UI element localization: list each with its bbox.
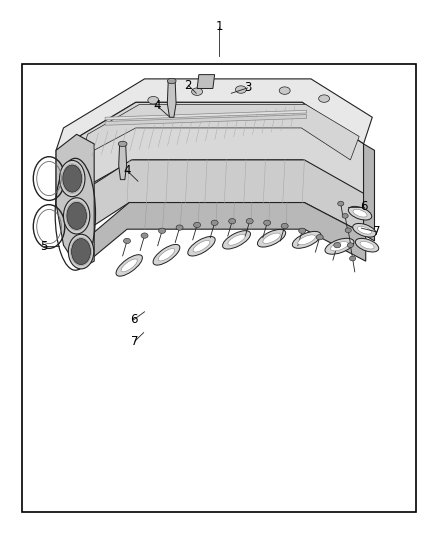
Polygon shape: [105, 115, 307, 125]
Polygon shape: [56, 134, 94, 269]
Ellipse shape: [63, 165, 82, 192]
Text: 4: 4: [153, 99, 161, 112]
Bar: [22, 64, 416, 512]
Ellipse shape: [211, 220, 218, 225]
Text: 2: 2: [184, 79, 192, 92]
Ellipse shape: [124, 238, 131, 244]
Ellipse shape: [223, 231, 251, 249]
Text: 6: 6: [360, 200, 367, 213]
Text: 4: 4: [123, 164, 131, 177]
Ellipse shape: [153, 245, 180, 265]
Polygon shape: [79, 203, 366, 269]
Ellipse shape: [350, 256, 356, 261]
Polygon shape: [56, 79, 372, 150]
Ellipse shape: [345, 228, 351, 233]
Ellipse shape: [325, 238, 354, 254]
Ellipse shape: [246, 219, 253, 224]
Polygon shape: [119, 145, 127, 180]
Ellipse shape: [64, 198, 90, 234]
Ellipse shape: [316, 235, 323, 240]
Polygon shape: [167, 82, 176, 117]
Ellipse shape: [148, 96, 159, 104]
Polygon shape: [105, 110, 307, 120]
Ellipse shape: [279, 87, 290, 94]
Ellipse shape: [360, 241, 374, 249]
Text: 5: 5: [40, 240, 47, 253]
Ellipse shape: [355, 238, 379, 252]
Text: 7: 7: [131, 335, 139, 348]
Ellipse shape: [193, 240, 210, 252]
Ellipse shape: [298, 235, 315, 245]
Ellipse shape: [264, 220, 271, 225]
Polygon shape: [81, 104, 359, 160]
Text: 3: 3: [244, 82, 251, 94]
Ellipse shape: [68, 235, 94, 269]
Ellipse shape: [348, 206, 372, 220]
Ellipse shape: [141, 233, 148, 238]
Polygon shape: [64, 160, 366, 245]
Ellipse shape: [158, 248, 175, 261]
Ellipse shape: [228, 235, 245, 245]
Ellipse shape: [357, 227, 371, 234]
Ellipse shape: [353, 209, 367, 217]
Ellipse shape: [331, 241, 348, 251]
Ellipse shape: [60, 160, 85, 197]
Ellipse shape: [292, 231, 321, 248]
Text: 1: 1: [215, 20, 223, 33]
Polygon shape: [364, 144, 374, 241]
Ellipse shape: [188, 237, 215, 256]
Ellipse shape: [71, 239, 91, 264]
Ellipse shape: [159, 228, 166, 233]
Ellipse shape: [334, 243, 341, 248]
Polygon shape: [56, 102, 364, 204]
Ellipse shape: [299, 228, 306, 233]
Ellipse shape: [194, 222, 201, 228]
Ellipse shape: [353, 223, 376, 237]
Ellipse shape: [258, 229, 286, 247]
Ellipse shape: [347, 243, 353, 247]
Ellipse shape: [67, 203, 86, 229]
Polygon shape: [197, 75, 215, 88]
Ellipse shape: [342, 213, 348, 219]
Ellipse shape: [281, 223, 288, 229]
Text: 7: 7: [373, 225, 381, 238]
Ellipse shape: [318, 95, 330, 102]
Ellipse shape: [118, 141, 127, 147]
Ellipse shape: [192, 88, 202, 95]
Ellipse shape: [236, 86, 246, 93]
Text: 6: 6: [130, 313, 138, 326]
Ellipse shape: [338, 201, 344, 206]
Ellipse shape: [167, 78, 176, 84]
Ellipse shape: [176, 225, 183, 230]
Ellipse shape: [263, 233, 280, 244]
Ellipse shape: [229, 219, 236, 224]
Ellipse shape: [121, 259, 138, 272]
Ellipse shape: [116, 255, 142, 276]
